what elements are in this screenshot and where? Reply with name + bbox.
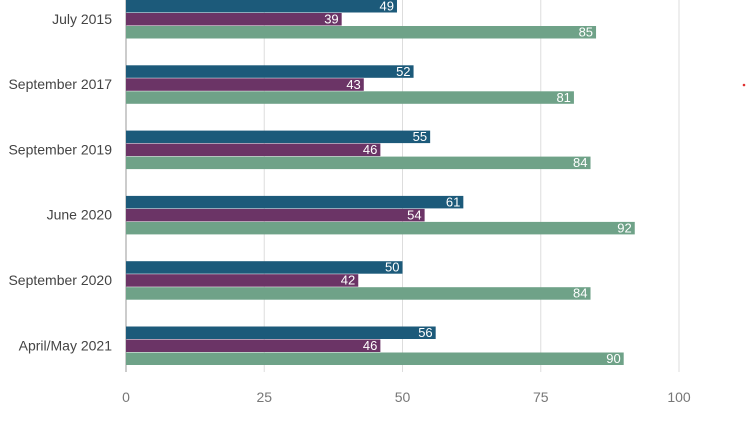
bar-value-label: 84 <box>573 286 587 301</box>
bar <box>126 143 381 157</box>
bar <box>126 91 574 104</box>
bar-value-label: 49 <box>380 0 394 14</box>
bar <box>126 208 425 222</box>
bar-value-label: 84 <box>573 155 587 170</box>
category-label: June 2020 <box>47 207 113 223</box>
bar <box>126 195 464 209</box>
bar-value-label: 61 <box>446 194 460 209</box>
bar-value-label: 81 <box>556 90 570 105</box>
bar <box>126 261 403 274</box>
bar-value-label: 92 <box>617 220 631 235</box>
bar <box>126 156 591 170</box>
grid <box>125 0 680 372</box>
bar <box>126 65 414 78</box>
bar <box>126 287 591 300</box>
category-label: July 2015 <box>52 11 112 27</box>
bar <box>126 339 381 352</box>
category-label: September 2017 <box>8 76 112 92</box>
x-tick-label: 75 <box>533 389 549 405</box>
x-tick-label: 0 <box>122 389 130 405</box>
bar-value-label: 55 <box>413 129 427 144</box>
bar-value-label: 42 <box>341 273 355 288</box>
x-tick-label: 25 <box>256 389 272 405</box>
bar-value-label: 39 <box>324 12 338 27</box>
bar <box>126 221 635 235</box>
bar-value-label: 46 <box>363 142 377 157</box>
bar-value-label: 56 <box>418 325 432 340</box>
bar <box>126 326 436 339</box>
bar <box>126 130 431 144</box>
category-labels: July 2015 September 2017 September 2019 Jun… <box>8 11 112 354</box>
x-tick-label: 100 <box>667 389 691 405</box>
bar <box>126 352 624 365</box>
category-label: April/May 2021 <box>19 337 113 353</box>
bar <box>126 0 397 13</box>
stray-marker-dot <box>742 83 746 87</box>
category-label: September 2019 <box>8 141 112 157</box>
bar-value-label: 52 <box>396 64 410 79</box>
bar-value-label: 90 <box>606 351 620 366</box>
bar-value-label: 54 <box>407 207 421 222</box>
bar-value-label: 43 <box>346 77 360 92</box>
bar-value-label: 50 <box>385 260 399 275</box>
bars: 49 39 85 52 43 81 55 46 84 61 54 92 50 42 84 56 46 90 <box>126 0 635 366</box>
bar-value-label: 85 <box>579 25 593 40</box>
bar-value-label: 46 <box>363 338 377 353</box>
bar <box>126 274 359 287</box>
bar <box>126 78 364 91</box>
bar <box>126 13 342 26</box>
x-tick-label: 50 <box>395 389 411 405</box>
bar <box>126 26 597 39</box>
x-axis-ticks: 0 25 50 75 100 <box>122 389 691 405</box>
category-label: September 2020 <box>8 272 112 288</box>
